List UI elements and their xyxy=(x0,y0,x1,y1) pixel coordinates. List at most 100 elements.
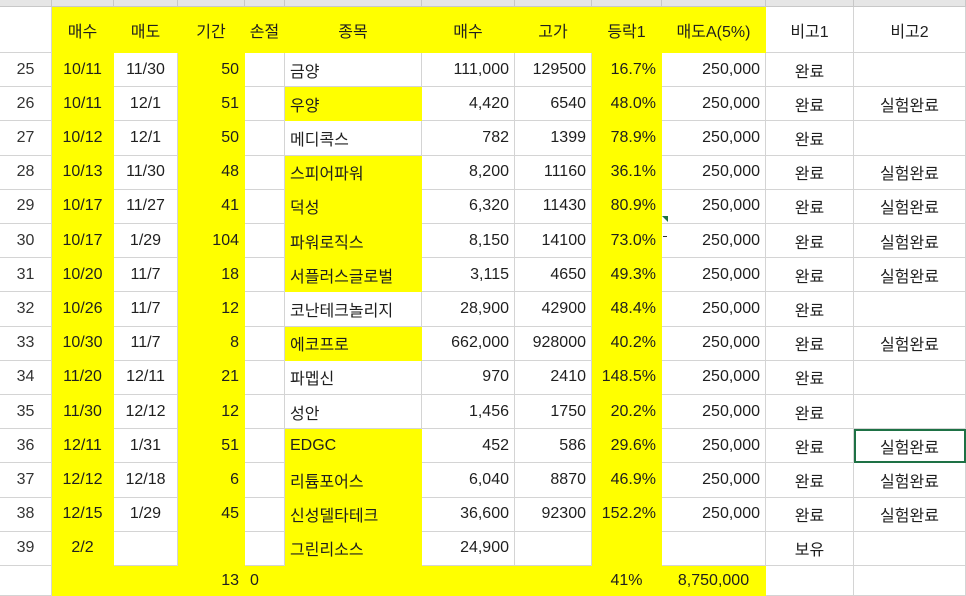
cell-note1[interactable]: 완료 xyxy=(766,360,854,395)
cell-sell_date[interactable]: 1/29 xyxy=(114,497,178,532)
cell-change[interactable]: 46.9% xyxy=(592,463,662,498)
cell-high[interactable]: 129500 xyxy=(515,53,592,88)
cell-sell_date[interactable]: 11/7 xyxy=(114,292,178,327)
cell-high[interactable]: 42900 xyxy=(515,292,592,327)
cell-sell_date[interactable] xyxy=(114,531,178,566)
cell-buy[interactable]: 3,115 xyxy=(422,258,515,293)
total-cell-n[interactable] xyxy=(0,566,52,596)
cell-high[interactable]: 11430 xyxy=(515,189,592,224)
cell-stop[interactable] xyxy=(245,224,285,259)
cell-change[interactable]: 148.5% xyxy=(592,360,662,395)
cell-sellA[interactable]: 250,000 xyxy=(662,121,766,156)
column-letter-header[interactable] xyxy=(52,0,114,7)
cell-buy_date[interactable]: 10/12 xyxy=(52,121,114,156)
cell-sellA[interactable]: 250,000 xyxy=(662,395,766,430)
cell-sell_date[interactable]: 12/1 xyxy=(114,121,178,156)
header-cell-note1[interactable]: 비고1 xyxy=(766,7,854,53)
cell-sell_date[interactable]: 12/18 xyxy=(114,463,178,498)
header-cell-change[interactable]: 등락1 xyxy=(592,7,662,53)
cell-note2[interactable]: 실험완료 xyxy=(854,463,966,498)
cell-buy_date[interactable]: 10/17 xyxy=(52,189,114,224)
cell-sellA[interactable]: 250,000 xyxy=(662,360,766,395)
cell-stop[interactable] xyxy=(245,155,285,190)
column-letter-header[interactable] xyxy=(245,0,285,7)
cell-high[interactable]: 92300 xyxy=(515,497,592,532)
cell-sellA[interactable]: 250,000 xyxy=(662,155,766,190)
cell-buy_date[interactable]: 10/26 xyxy=(52,292,114,327)
total-cell-sellA[interactable]: 8,750,000 xyxy=(662,566,766,596)
cell-name[interactable]: 덕성 xyxy=(285,189,422,224)
cell-change[interactable]: 73.0% xyxy=(592,224,662,259)
cell-note2[interactable]: 실험완료 xyxy=(854,189,966,224)
cell-days[interactable]: 48 xyxy=(178,155,245,190)
cell-buy_date[interactable]: 12/12 xyxy=(52,463,114,498)
cell-sellA[interactable]: 250,000 xyxy=(662,53,766,88)
column-letter-header[interactable] xyxy=(662,0,766,7)
cell-buy_date[interactable]: 10/11 xyxy=(52,53,114,88)
cell-stop[interactable] xyxy=(245,360,285,395)
cell-days[interactable]: 50 xyxy=(178,121,245,156)
cell-note2[interactable] xyxy=(854,53,966,88)
cell-sell_date[interactable]: 11/7 xyxy=(114,258,178,293)
cell-buy[interactable]: 662,000 xyxy=(422,326,515,361)
column-letter-header[interactable] xyxy=(515,0,592,7)
row-number[interactable]: 37 xyxy=(0,463,52,498)
total-cell-buy[interactable] xyxy=(422,566,515,596)
cell-note1[interactable]: 완료 xyxy=(766,87,854,122)
total-cell-note1[interactable] xyxy=(766,566,854,596)
cell-change[interactable] xyxy=(592,531,662,566)
cell-high[interactable]: 8870 xyxy=(515,463,592,498)
row-number[interactable]: 34 xyxy=(0,360,52,395)
cell-note2[interactable]: 실험완료 xyxy=(854,258,966,293)
cell-name[interactable]: 금양 xyxy=(285,53,422,88)
cell-buy[interactable]: 36,600 xyxy=(422,497,515,532)
cell-sell_date[interactable]: 1/31 xyxy=(114,429,178,464)
cell-note1[interactable]: 보유 xyxy=(766,531,854,566)
cell-high[interactable]: 1399 xyxy=(515,121,592,156)
cell-high[interactable]: 6540 xyxy=(515,87,592,122)
header-cell-stop[interactable]: 손절 xyxy=(245,7,285,53)
column-letter-header[interactable] xyxy=(422,0,515,7)
header-cell-name[interactable]: 종목 xyxy=(285,7,422,53)
cell-stop[interactable] xyxy=(245,292,285,327)
row-number[interactable]: 39 xyxy=(0,531,52,566)
cell-sell_date[interactable]: 11/7 xyxy=(114,326,178,361)
cell-note1[interactable]: 완료 xyxy=(766,121,854,156)
cell-high[interactable]: 928000 xyxy=(515,326,592,361)
cell-sell_date[interactable]: 11/30 xyxy=(114,155,178,190)
cell-name[interactable]: 리튬포어스 xyxy=(285,463,422,498)
header-cell-buy[interactable]: 매수 xyxy=(422,7,515,53)
header-cell-n[interactable] xyxy=(0,7,52,53)
cell-buy_date[interactable]: 10/11 xyxy=(52,87,114,122)
cell-name[interactable]: 신성델타테크 xyxy=(285,497,422,532)
cell-name[interactable]: 스피어파워 xyxy=(285,155,422,190)
row-number[interactable]: 30 xyxy=(0,224,52,259)
row-number[interactable]: 35 xyxy=(0,395,52,430)
header-cell-buy_date[interactable]: 매수 xyxy=(52,7,114,53)
cell-high[interactable]: 4650 xyxy=(515,258,592,293)
column-letter-header[interactable] xyxy=(178,0,245,7)
row-number[interactable]: 32 xyxy=(0,292,52,327)
cell-days[interactable]: 6 xyxy=(178,463,245,498)
column-letter-header[interactable] xyxy=(0,0,52,7)
cell-high[interactable]: 11160 xyxy=(515,155,592,190)
cell-sellA[interactable]: 250,000 xyxy=(662,429,766,464)
cell-change[interactable]: 29.6% xyxy=(592,429,662,464)
cell-sell_date[interactable]: 11/30 xyxy=(114,53,178,88)
cell-buy[interactable]: 8,150 xyxy=(422,224,515,259)
header-cell-sellA[interactable]: 매도A(5%) xyxy=(662,7,766,53)
cell-days[interactable] xyxy=(178,531,245,566)
cell-note1[interactable]: 완료 xyxy=(766,189,854,224)
cell-change[interactable]: 36.1% xyxy=(592,155,662,190)
cell-note2[interactable] xyxy=(854,360,966,395)
cell-note2[interactable] xyxy=(854,121,966,156)
row-number[interactable]: 36 xyxy=(0,429,52,464)
row-number[interactable]: 27 xyxy=(0,121,52,156)
header-cell-high[interactable]: 고가 xyxy=(515,7,592,53)
cell-note2[interactable]: 실험완료 xyxy=(854,155,966,190)
cell-sell_date[interactable]: 12/12 xyxy=(114,395,178,430)
cell-name[interactable]: 그린리소스 xyxy=(285,531,422,566)
cell-name[interactable]: 성안 xyxy=(285,395,422,430)
cell-note2[interactable] xyxy=(854,395,966,430)
header-cell-note2[interactable]: 비고2 xyxy=(854,7,966,53)
